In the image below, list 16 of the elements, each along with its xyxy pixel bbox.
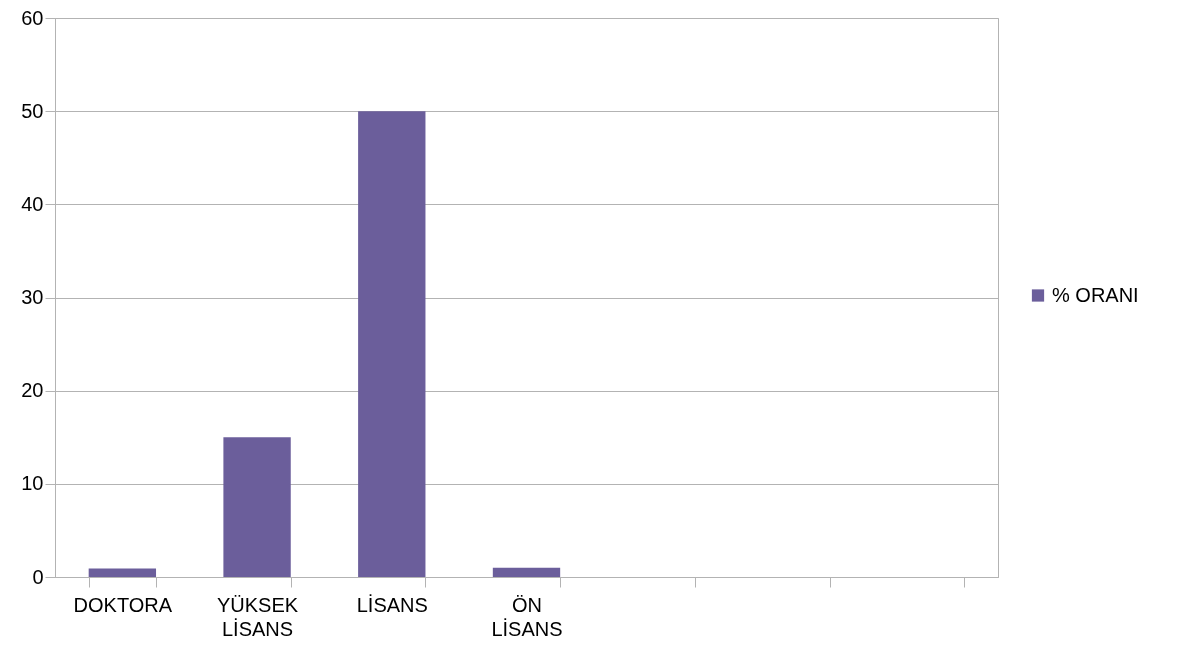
y-tick-label: 10 — [21, 472, 44, 495]
y-tick-label: 60 — [21, 6, 44, 29]
bar — [223, 437, 291, 577]
y-tick-label: 50 — [21, 99, 44, 122]
bar — [88, 568, 157, 577]
x-tick-label: ÖN LİSANS — [491, 593, 563, 640]
bar — [358, 111, 426, 577]
y-tick-label: 30 — [21, 286, 44, 308]
y-tick-label: 20 — [21, 379, 44, 402]
x-tick-label: LİSANS — [356, 593, 428, 616]
y-tick-label: 0 — [32, 565, 44, 588]
x-tick-label: YÜKSEK LİSANS — [216, 593, 299, 640]
x-tick-label: DOKTORA — [73, 593, 173, 616]
y-tick-label: 40 — [21, 192, 44, 215]
bar — [492, 567, 561, 577]
legend-label: % ORANI — [1052, 283, 1139, 306]
